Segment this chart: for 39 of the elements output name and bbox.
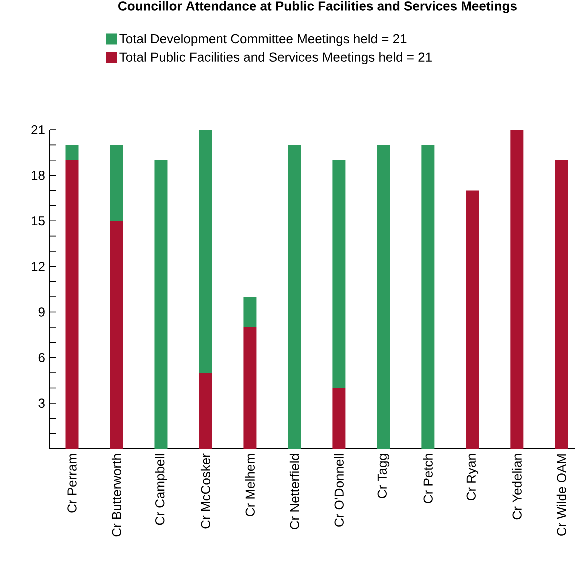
y-tick-label: 21 bbox=[32, 125, 45, 135]
bar bbox=[244, 327, 257, 449]
x-tick-label: Cr Melhem bbox=[245, 454, 255, 516]
bar bbox=[510, 130, 524, 449]
bar bbox=[66, 145, 79, 160]
x-tick-label: Cr Campbell bbox=[155, 454, 168, 526]
x-tick-label: Cr McCosker bbox=[200, 454, 210, 529]
bar bbox=[555, 160, 568, 449]
bar bbox=[422, 145, 435, 449]
legend-label: Total Development Committee Meetings held = 21 bbox=[120, 34, 407, 46]
bar bbox=[466, 190, 480, 449]
x-tick-label: Cr Perram bbox=[68, 454, 77, 513]
bar bbox=[110, 145, 124, 222]
bar bbox=[288, 145, 302, 449]
bar bbox=[199, 373, 212, 449]
y-tick-label: 15 bbox=[32, 216, 45, 226]
x-tick-label: Cr Wilde OAM bbox=[556, 454, 566, 536]
bar bbox=[66, 160, 79, 449]
bar bbox=[199, 130, 212, 374]
legend-label: Total Public Facilities and Services Meetings held = 21 bbox=[120, 52, 432, 65]
x-tick-label: Cr Yedelian bbox=[512, 454, 522, 520]
bar bbox=[332, 388, 346, 449]
y-tick-label: 12 bbox=[32, 262, 45, 272]
y-tick-label: 18 bbox=[32, 170, 45, 180]
bar bbox=[154, 160, 168, 449]
bar bbox=[110, 221, 124, 449]
bar bbox=[377, 145, 390, 449]
x-tick-label: Cr Butterworth bbox=[112, 454, 122, 537]
y-tick-label: 3 bbox=[38, 398, 45, 408]
bar bbox=[244, 297, 257, 328]
x-tick-label: Cr Ryan bbox=[466, 454, 479, 501]
y-tick-label: 9 bbox=[38, 308, 45, 317]
x-tick-label: Cr Netterfield bbox=[290, 454, 300, 530]
y-tick-label: 6 bbox=[38, 353, 45, 362]
chart-title: Councillor Attendance at Public Facilities and Services Meetings bbox=[118, 1, 517, 14]
x-tick-label: Cr Tagg bbox=[378, 454, 390, 498]
x-tick-label: Cr Petch bbox=[423, 454, 433, 504]
bar bbox=[332, 160, 346, 388]
x-tick-label: Cr O'Donnell bbox=[334, 454, 344, 527]
